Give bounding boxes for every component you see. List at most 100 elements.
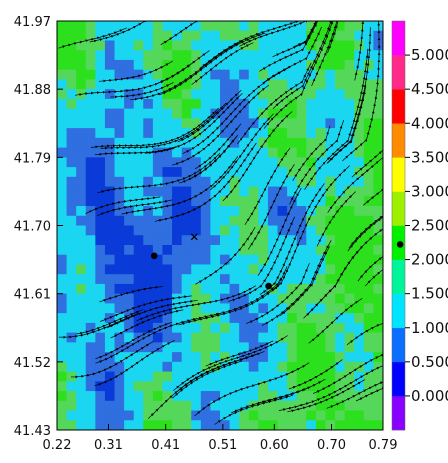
field-cell — [162, 30, 173, 42]
field-cell — [210, 381, 221, 392]
field-cell — [95, 59, 106, 71]
colorbar-label: 2.000 — [411, 251, 448, 269]
field-cell — [287, 352, 298, 363]
field-cell — [76, 186, 87, 197]
field-cell — [258, 21, 269, 32]
field-cell — [344, 30, 355, 42]
field-cell — [124, 420, 135, 430]
field-cell — [114, 21, 125, 32]
field-cell — [200, 381, 212, 392]
field-cell — [191, 400, 202, 412]
field-cell — [181, 264, 192, 275]
field-cell — [76, 50, 87, 61]
field-cell — [133, 225, 144, 236]
field-cell — [267, 157, 279, 168]
field-cell — [200, 79, 212, 90]
field-cell — [200, 410, 212, 421]
field-cell — [373, 89, 383, 100]
field-cell — [172, 118, 183, 129]
field-cell — [306, 186, 317, 197]
field-cell — [95, 157, 106, 168]
field-cell — [277, 79, 288, 90]
field-cell — [315, 361, 327, 373]
field-cell — [172, 89, 183, 100]
field-cell — [210, 400, 221, 412]
field-cell — [76, 137, 87, 149]
field-cell — [181, 400, 192, 412]
field-cell — [191, 176, 202, 188]
field-cell — [66, 274, 77, 285]
field-cell — [354, 303, 365, 314]
field-cell — [191, 235, 202, 246]
field-cell — [220, 30, 231, 42]
field-cell — [133, 274, 144, 285]
field-cell — [296, 322, 307, 334]
field-cell — [258, 98, 269, 110]
field-cell — [152, 381, 164, 392]
field-cell — [66, 215, 77, 227]
field-cell — [76, 254, 87, 266]
field-cell — [124, 128, 135, 139]
field-cell — [220, 274, 231, 285]
field-cell — [66, 118, 77, 129]
field-cell — [172, 98, 183, 110]
field-cell — [191, 342, 202, 353]
field-cell — [229, 147, 240, 158]
field-cell — [229, 235, 240, 246]
field-cell — [344, 40, 355, 51]
field-cell — [229, 89, 240, 100]
field-cell — [325, 235, 336, 246]
field-cell — [373, 322, 383, 334]
field-cell — [76, 69, 87, 81]
field-cell — [239, 244, 250, 256]
field-cell — [76, 225, 87, 236]
field-cell — [306, 235, 317, 246]
field-cell — [181, 59, 192, 71]
field-cell — [335, 118, 346, 129]
field-cell — [267, 98, 279, 110]
field-cell — [76, 361, 87, 373]
field-cell — [143, 186, 154, 197]
field-cell — [335, 244, 346, 256]
field-cell — [277, 410, 288, 421]
field-cell — [258, 332, 269, 343]
field-cell — [315, 313, 327, 324]
colorbar-segment — [392, 395, 405, 431]
marker-dot — [265, 282, 272, 290]
field-cell — [239, 313, 250, 324]
field-cell — [248, 176, 259, 188]
field-cell — [76, 283, 87, 295]
field-cell — [76, 59, 87, 71]
field-cell — [277, 361, 288, 373]
field-cell — [95, 147, 106, 158]
field-cell — [104, 147, 116, 158]
field-cell — [172, 30, 183, 42]
field-cell — [66, 283, 77, 295]
field-cell — [85, 225, 96, 236]
field-cell — [200, 206, 212, 217]
field-cell — [162, 21, 173, 32]
field-cell — [95, 89, 106, 100]
field-cell — [172, 147, 183, 158]
field-cell — [104, 69, 116, 81]
field-cell — [220, 186, 231, 197]
field-cell — [66, 21, 77, 32]
field-cell — [66, 40, 77, 51]
field-cell — [220, 342, 231, 353]
field-cell — [181, 89, 192, 100]
field-cell — [66, 157, 77, 168]
field-cell — [124, 137, 135, 149]
field-cell — [229, 50, 240, 61]
field-cell — [344, 410, 355, 421]
field-cell — [239, 50, 250, 61]
field-cell — [133, 254, 144, 266]
field-cell — [133, 361, 144, 373]
field-cell — [200, 352, 212, 363]
field-cell — [229, 283, 240, 295]
field-cell — [200, 89, 212, 100]
colorbar-segment — [392, 123, 405, 158]
field-cell — [200, 137, 212, 149]
field-cell — [354, 206, 365, 217]
field-cell — [85, 157, 96, 168]
field-cell — [76, 21, 87, 32]
